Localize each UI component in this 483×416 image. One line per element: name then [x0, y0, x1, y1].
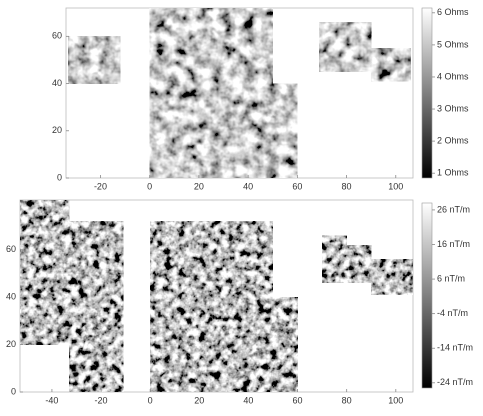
survey-block	[273, 297, 298, 392]
y-tick-label: 60	[52, 31, 62, 41]
colorbar-tick-label: 2 Ohms	[437, 135, 469, 145]
x-tick-label: 100	[388, 395, 403, 405]
x-tick-label: -20	[94, 181, 107, 191]
colorbar-tick-label: 5 Ohms	[437, 39, 469, 49]
x-tick-label: 0	[147, 181, 152, 191]
colorbar-tick-label: -14 nT/m	[437, 343, 473, 353]
x-tick-label: 100	[388, 181, 403, 191]
survey-block	[319, 22, 371, 72]
colorbar-tick-label: 3 Ohms	[437, 103, 469, 113]
colorbar-tick-label: -4 nT/m	[437, 308, 468, 318]
x-tick-label: 20	[194, 395, 204, 405]
survey-block	[150, 8, 273, 84]
survey-block	[371, 48, 410, 81]
y-tick-label: 20	[6, 339, 16, 349]
x-tick-label: -20	[95, 395, 108, 405]
x-tick-label: 40	[243, 181, 253, 191]
y-tick-label: 0	[57, 172, 62, 182]
colorbar-tick-label: 6 Ohms	[437, 7, 469, 17]
survey-block	[150, 84, 298, 178]
x-tick-label: 80	[342, 395, 352, 405]
colorbar-tick-label: 6 nT/m	[437, 273, 465, 283]
survey-block	[150, 221, 273, 392]
survey-block	[20, 200, 69, 345]
x-tick-label: 60	[293, 395, 303, 405]
survey-block	[69, 221, 123, 392]
y-tick-label: 60	[6, 244, 16, 254]
colorbar-tick-label: 26 nT/m	[437, 204, 470, 214]
colorbar-tick-label: 1 Ohms	[437, 168, 469, 178]
x-tick-label: -40	[45, 395, 58, 405]
colorbar-tick-label: 16 nT/m	[437, 239, 470, 249]
survey-block	[371, 259, 413, 295]
y-tick-label: 0	[11, 386, 16, 396]
survey-block	[347, 245, 372, 283]
survey-block	[68, 36, 120, 83]
y-tick-label: 20	[52, 125, 62, 135]
y-tick-label: 40	[6, 292, 16, 302]
y-tick-label: 40	[52, 78, 62, 88]
figure: -20 0 20 40 60 80 100 0 20 40 60 6 Ohms 5 Ohms 4 Ohms…	[0, 0, 483, 416]
survey-block	[322, 236, 347, 283]
x-tick-label: 40	[243, 395, 253, 405]
x-tick-label: 60	[292, 181, 302, 191]
x-tick-label: 80	[342, 181, 352, 191]
colorbar-tick-label: 4 Ohms	[437, 71, 469, 81]
x-tick-label: 20	[194, 181, 204, 191]
colorbar	[422, 8, 432, 178]
colorbar-tick-label: -24 nT/m	[437, 377, 473, 387]
x-tick-label: 0	[148, 395, 153, 405]
colorbar	[422, 203, 432, 388]
